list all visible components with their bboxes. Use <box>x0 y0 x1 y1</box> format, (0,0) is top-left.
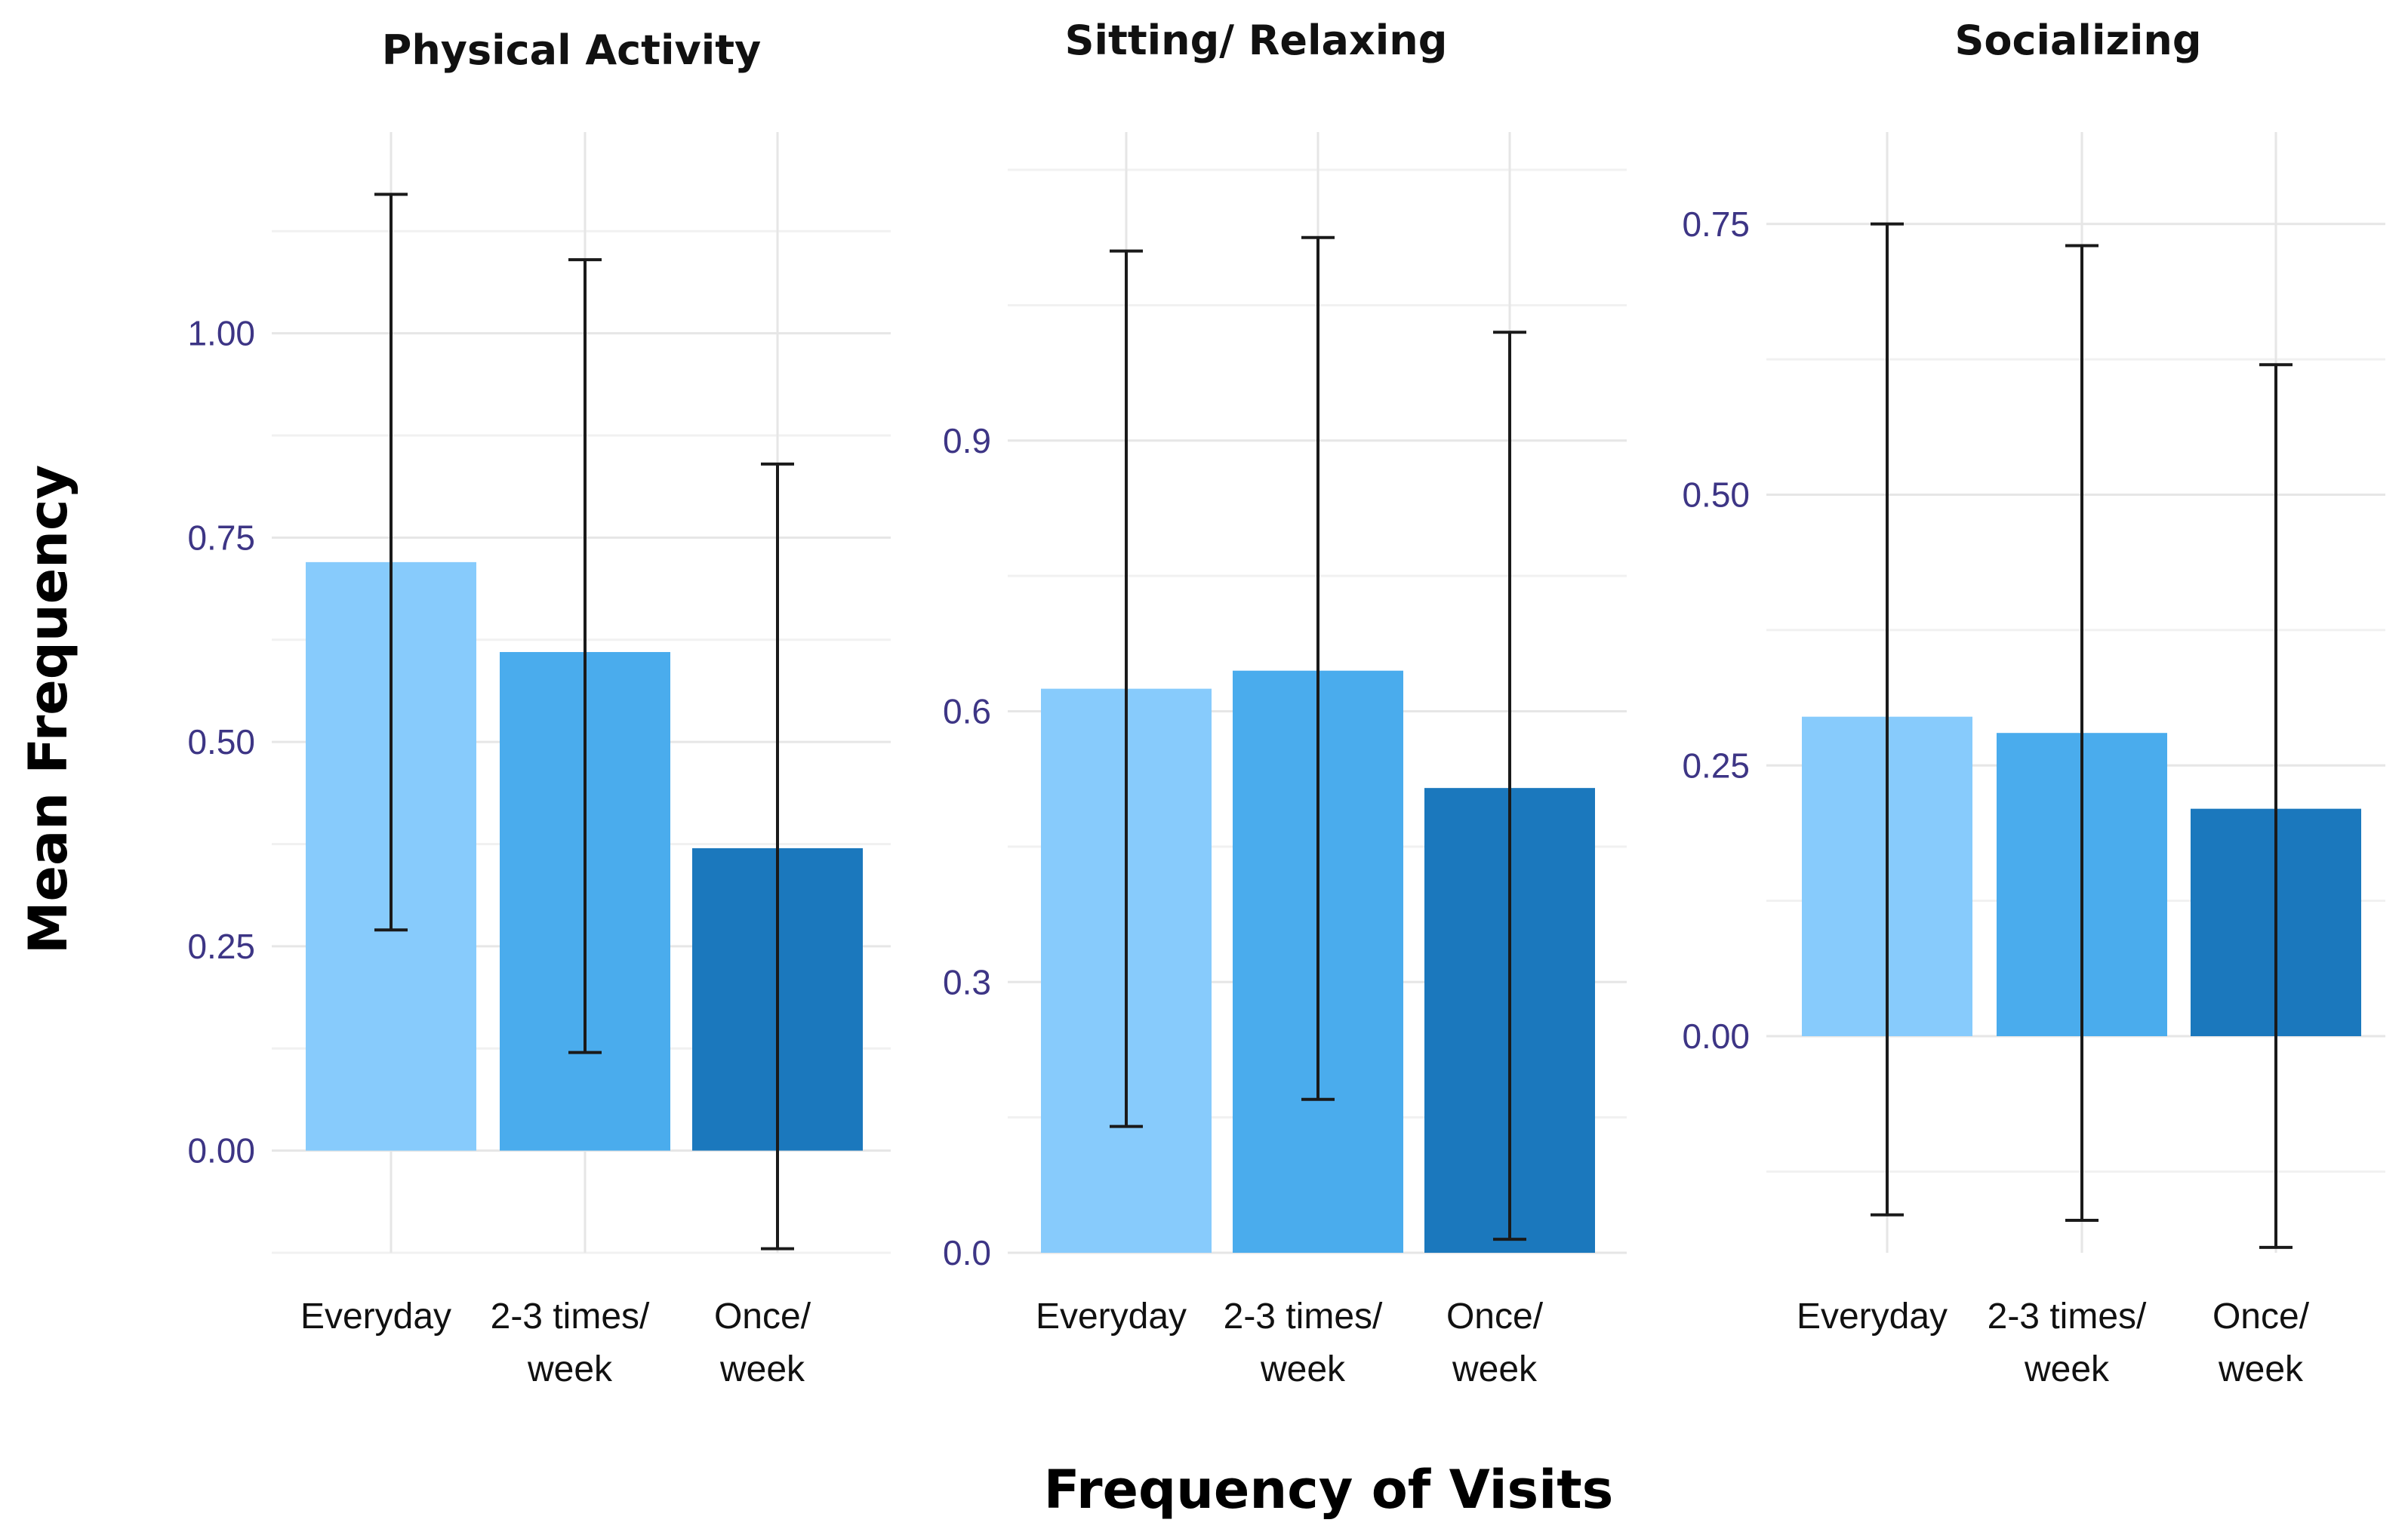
error-bar-2 <box>1301 235 1335 1101</box>
x-tick-label: Once/week <box>2212 1297 2310 1389</box>
error-bar-3 <box>2259 363 2293 1249</box>
panel-title: Socializing <box>1954 17 2201 64</box>
y-tick-label: 0.75 <box>1682 205 1750 244</box>
error-bar-2 <box>568 258 602 1054</box>
x-tick-label: 2-3 times/week <box>491 1297 650 1389</box>
y-tick-label: 0.50 <box>1682 475 1750 515</box>
x-tick-label: Once/week <box>714 1297 811 1389</box>
x-tick-label: Once/week <box>1446 1297 1544 1389</box>
y-axis-title: Mean Frequency <box>17 465 79 954</box>
y-tick-label: 0.9 <box>943 421 991 460</box>
y-tick-label: 0.0 <box>943 1233 991 1272</box>
y-tick-label: 0.25 <box>187 927 255 966</box>
error-bar-3 <box>761 462 794 1251</box>
x-axis-title: Frequency of Visits <box>1044 1459 1614 1521</box>
x-tick-label: 2-3 times/week <box>1988 1297 2147 1389</box>
error-bar-1 <box>1871 222 1904 1217</box>
y-tick-label: 0.00 <box>1682 1017 1750 1056</box>
y-tick-label: 1.00 <box>187 314 255 353</box>
panel-1: 0.00 0.25 0.50 0.75 1.00 Everyday 2-3 times/we… <box>187 26 891 1389</box>
error-bar-1 <box>374 192 408 932</box>
error-bar-2 <box>2065 244 2099 1222</box>
panel-title: Sitting/ Relaxing <box>1065 17 1448 64</box>
x-tick-label: 2-3 times/week <box>1224 1297 1383 1389</box>
y-tick-label: 0.00 <box>187 1131 255 1171</box>
x-tick-label: Everyday <box>300 1297 451 1337</box>
y-tick-label: 0.50 <box>187 722 255 761</box>
panel-2: 0.0 0.3 0.6 0.9 Everyday 2-3 times/week Once/w… <box>943 17 1627 1389</box>
x-tick-label: Everyday <box>1036 1297 1187 1337</box>
error-bar-1 <box>1110 249 1143 1128</box>
y-tick-label: 0.3 <box>943 962 991 1001</box>
y-tick-label: 0.25 <box>1682 746 1750 785</box>
chart-panels: 0.00 0.25 0.50 0.75 1.00 Everyday 2-3 times/we… <box>187 17 2385 1389</box>
y-tick-label: 0.75 <box>187 518 255 557</box>
y-tick-label: 0.6 <box>943 692 991 731</box>
x-tick-label: Everyday <box>1797 1297 1948 1337</box>
error-bar-3 <box>1493 331 1526 1241</box>
panel-title: Physical Activity <box>382 26 761 74</box>
panel-3: 0.00 0.25 0.50 0.75 Everyday 2-3 times/week On… <box>1682 17 2385 1389</box>
